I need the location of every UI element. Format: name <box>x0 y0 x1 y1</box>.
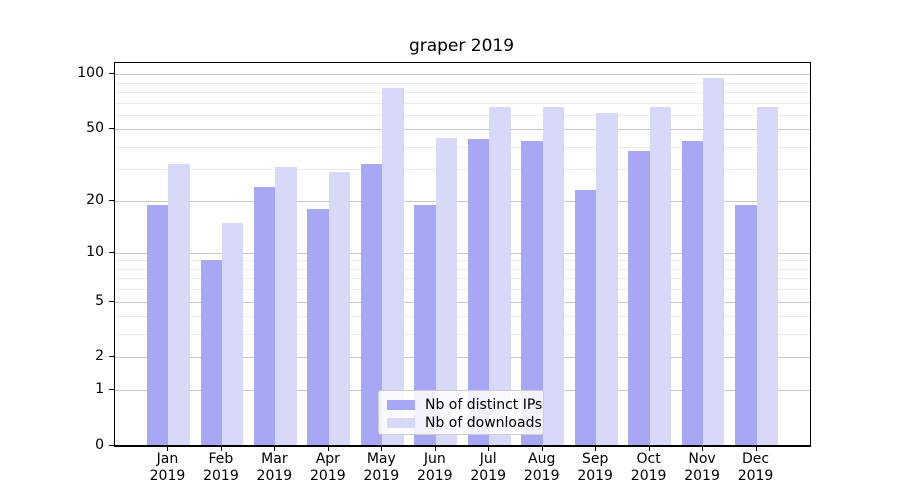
legend-item: Nb of distinct IPs <box>387 396 542 414</box>
y-tick-label: 0 <box>95 437 104 453</box>
bar-distinct-ips <box>307 208 329 446</box>
legend-swatch-distinct-ips <box>387 400 415 410</box>
bar-distinct-ips <box>254 186 276 446</box>
y-tick-label: 100 <box>77 65 104 82</box>
x-tick-mark <box>220 446 222 451</box>
x-tick-mark <box>274 446 276 451</box>
bar-distinct-ips <box>681 141 704 446</box>
gridline-minor <box>115 260 810 262</box>
gridline-minor <box>115 316 810 318</box>
gridline-minor <box>115 334 810 336</box>
x-tick-mark <box>327 446 329 451</box>
gridline-minor <box>115 278 810 280</box>
plot-area <box>114 62 811 447</box>
legend-label: Nb of distinct IPs <box>425 397 543 413</box>
y-tick-mark <box>109 199 114 201</box>
legend-label: Nb of downloads <box>425 415 542 431</box>
x-tick-mark <box>648 446 650 451</box>
bar-distinct-ips <box>628 150 650 446</box>
x-axis-line <box>114 445 811 446</box>
gridline-minor <box>115 91 810 93</box>
gridline-major <box>115 129 810 131</box>
bar-distinct-ips <box>735 204 757 446</box>
gridline-major <box>115 200 810 202</box>
x-tick-mark <box>434 446 436 451</box>
y-tick-mark <box>109 300 114 302</box>
y-tick-mark <box>109 356 114 358</box>
y-tick-label: 20 <box>86 191 104 208</box>
bar-downloads <box>435 137 458 446</box>
y-tick-label: 10 <box>86 243 104 260</box>
y-tick-label: 1 <box>95 381 104 398</box>
x-tick-label: Dec 2019 <box>737 451 774 484</box>
x-tick-label: Jan 2019 <box>149 451 186 484</box>
gridline-minor <box>115 289 810 291</box>
y-tick-mark <box>109 128 114 130</box>
gridline-major <box>115 301 810 303</box>
y-tick-label: 5 <box>95 292 104 309</box>
x-tick-mark <box>541 446 543 451</box>
bar-distinct-ips <box>414 204 436 446</box>
bar-downloads <box>168 164 190 446</box>
x-tick-label: Aug 2019 <box>523 451 560 484</box>
bar-downloads <box>703 78 725 446</box>
gridline-major <box>115 252 810 254</box>
gridline-major <box>115 357 810 359</box>
gridline-minor <box>115 114 810 116</box>
bar-distinct-ips <box>200 260 222 446</box>
y-tick-label: 2 <box>95 348 104 365</box>
x-tick-mark <box>381 446 383 451</box>
x-tick-mark <box>167 446 169 451</box>
gridline-minor <box>115 146 810 148</box>
legend-item: Nb of downloads <box>387 414 542 432</box>
x-tick-label: Jul 2019 <box>470 451 507 484</box>
gridline-minor <box>115 268 810 270</box>
bar-distinct-ips <box>521 141 543 446</box>
bar-distinct-ips <box>360 164 383 446</box>
chart-title: graper 2019 <box>408 36 515 56</box>
x-tick-label: Feb 2019 <box>203 451 239 484</box>
y-tick-label: 50 <box>86 120 104 137</box>
x-tick-label: Oct 2019 <box>630 451 667 484</box>
bar-downloads <box>596 113 618 446</box>
bar-downloads <box>382 88 404 446</box>
x-tick-mark <box>595 446 597 451</box>
gridline-minor <box>115 82 810 84</box>
y-tick-mark <box>109 73 114 75</box>
x-tick-mark <box>755 446 757 451</box>
gridline-major <box>115 74 810 76</box>
x-tick-mark <box>702 446 704 451</box>
x-tick-label: Jun 2019 <box>416 451 453 484</box>
x-tick-label: Mar 2019 <box>256 451 293 484</box>
bar-distinct-ips <box>574 189 597 446</box>
legend-swatch-downloads <box>387 418 415 428</box>
x-tick-label: May 2019 <box>363 451 400 484</box>
x-tick-label: Nov 2019 <box>684 451 720 484</box>
y-tick-mark <box>109 445 114 446</box>
bar-downloads <box>649 107 671 446</box>
x-tick-mark <box>488 446 490 451</box>
bar-downloads <box>221 222 244 446</box>
x-tick-label: Apr 2019 <box>310 451 346 484</box>
bar-distinct-ips <box>467 139 490 446</box>
bar-downloads <box>328 171 351 446</box>
bar-distinct-ips <box>147 204 169 446</box>
x-tick-label: Sep 2019 <box>577 451 613 484</box>
gridline-minor <box>115 169 810 171</box>
bar-downloads <box>275 166 297 446</box>
y-tick-mark <box>109 389 114 391</box>
gridline-minor <box>115 102 810 104</box>
bar-downloads <box>756 107 778 446</box>
bar-downloads <box>489 107 511 446</box>
legend: Nb of distinct IPs Nb of downloads <box>378 390 544 435</box>
y-tick-mark <box>109 251 114 253</box>
bar-downloads <box>542 107 565 446</box>
